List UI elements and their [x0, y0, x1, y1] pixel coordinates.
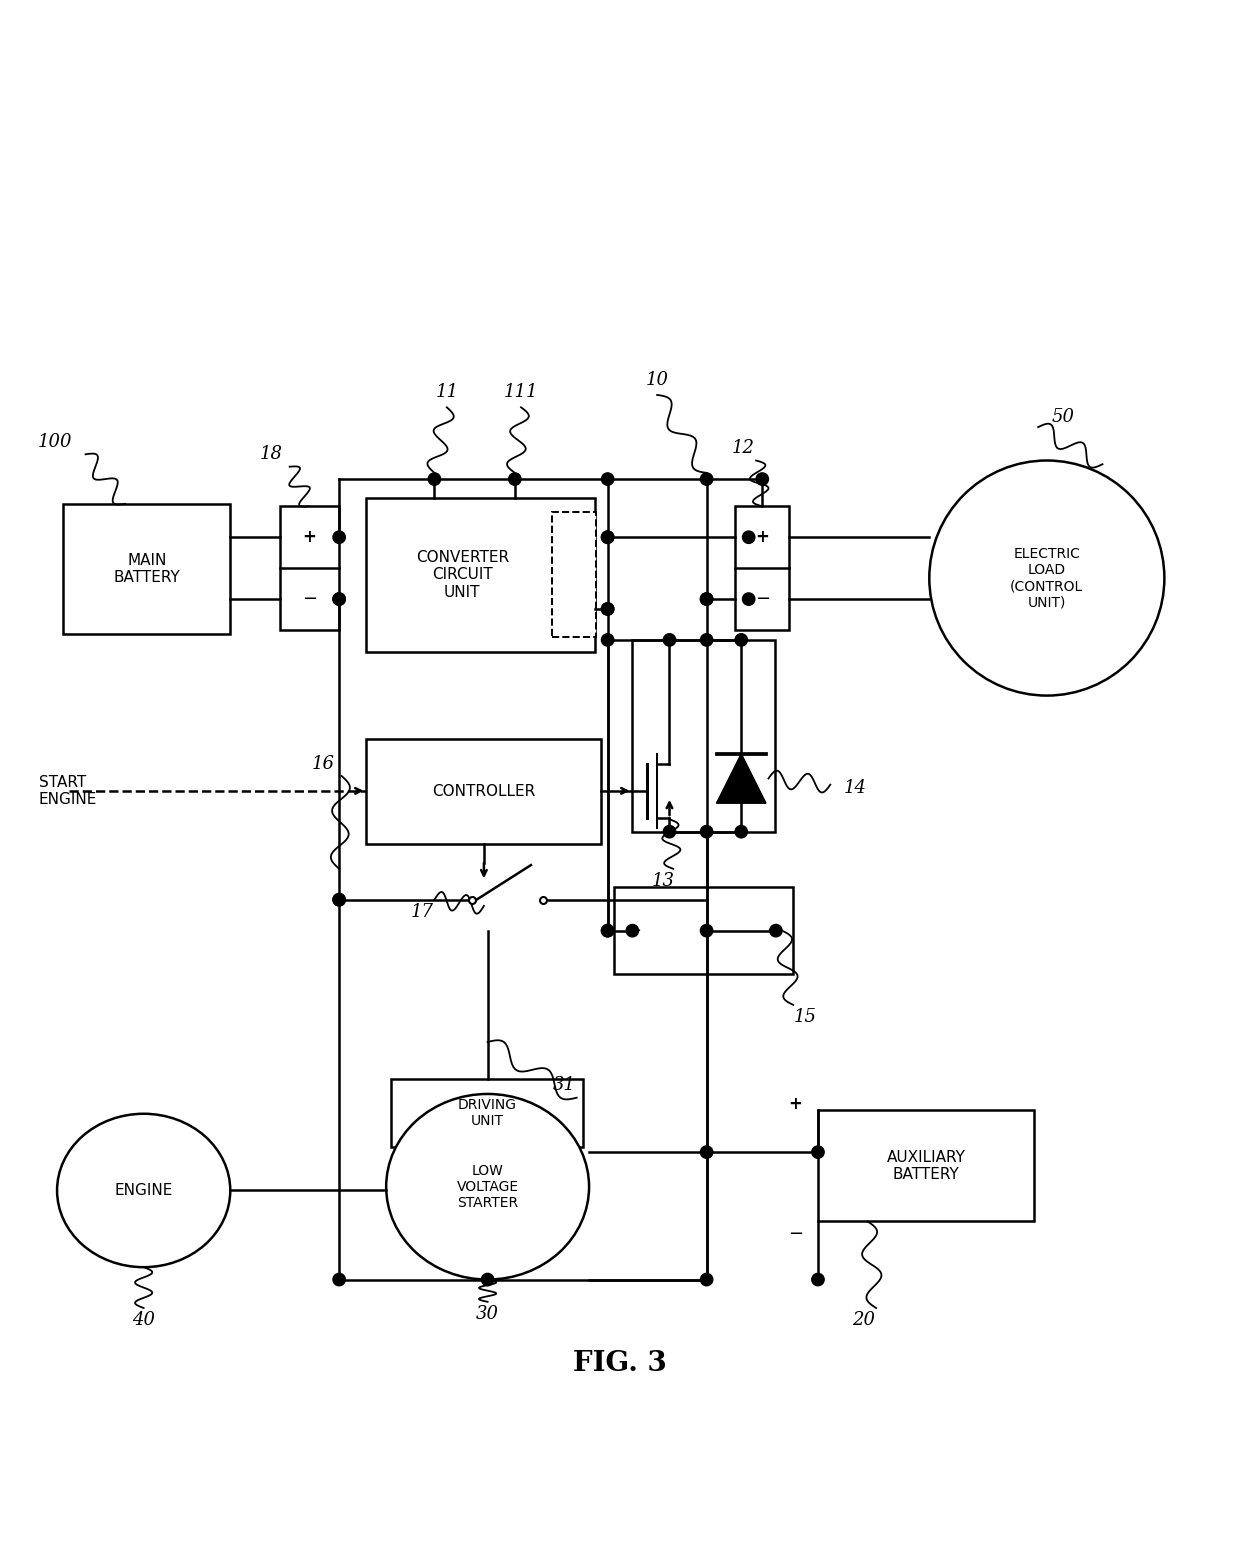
- Circle shape: [626, 925, 639, 937]
- Circle shape: [334, 894, 345, 906]
- Bar: [632, 639, 775, 832]
- Text: 31: 31: [553, 1076, 575, 1094]
- Text: 40: 40: [133, 1311, 155, 1330]
- Bar: [818, 1110, 1034, 1221]
- Ellipse shape: [386, 1094, 589, 1279]
- Text: DRIVING
UNIT: DRIVING UNIT: [458, 1099, 517, 1128]
- Circle shape: [701, 633, 713, 646]
- Text: 17: 17: [410, 903, 434, 920]
- Circle shape: [601, 602, 614, 615]
- Circle shape: [663, 826, 676, 838]
- Bar: [366, 498, 595, 652]
- Circle shape: [601, 925, 614, 937]
- Text: +: +: [303, 528, 316, 546]
- Text: ELECTRIC
LOAD
(CONTROL
UNIT): ELECTRIC LOAD (CONTROL UNIT): [1011, 546, 1084, 610]
- Circle shape: [601, 633, 614, 646]
- Text: 111: 111: [503, 383, 538, 402]
- Text: +: +: [789, 1094, 802, 1113]
- Circle shape: [812, 1145, 825, 1158]
- Text: 30: 30: [476, 1305, 500, 1324]
- Circle shape: [601, 531, 614, 543]
- Circle shape: [701, 593, 713, 605]
- Circle shape: [334, 1273, 345, 1285]
- Circle shape: [701, 593, 713, 605]
- Text: START
ENGINE: START ENGINE: [38, 774, 97, 807]
- Circle shape: [735, 826, 748, 838]
- Bar: [391, 1079, 583, 1147]
- Circle shape: [334, 531, 345, 543]
- Circle shape: [334, 593, 345, 605]
- Circle shape: [663, 633, 676, 646]
- Circle shape: [812, 1273, 825, 1285]
- Circle shape: [481, 1273, 494, 1285]
- Circle shape: [929, 461, 1164, 695]
- Text: 10: 10: [646, 371, 668, 390]
- Text: 11: 11: [435, 383, 459, 402]
- Circle shape: [334, 894, 345, 906]
- Text: CONVERTER
CIRCUIT
UNIT: CONVERTER CIRCUIT UNIT: [415, 549, 508, 601]
- Circle shape: [428, 473, 440, 486]
- Circle shape: [756, 473, 769, 486]
- Text: 16: 16: [311, 754, 335, 773]
- Circle shape: [735, 633, 748, 646]
- Text: MAIN
BATTERY: MAIN BATTERY: [113, 553, 180, 585]
- Circle shape: [601, 602, 614, 615]
- Circle shape: [601, 531, 614, 543]
- Circle shape: [601, 925, 614, 937]
- Polygon shape: [717, 754, 766, 804]
- Circle shape: [334, 593, 345, 605]
- Circle shape: [701, 1273, 713, 1285]
- Bar: [366, 739, 601, 844]
- Text: ENGINE: ENGINE: [114, 1183, 172, 1198]
- Text: 20: 20: [852, 1311, 875, 1330]
- Text: 18: 18: [259, 445, 283, 464]
- Ellipse shape: [57, 1114, 231, 1266]
- Circle shape: [743, 593, 755, 605]
- Circle shape: [701, 473, 713, 486]
- Text: −: −: [301, 590, 317, 608]
- Text: 50: 50: [1052, 408, 1074, 427]
- Text: −: −: [626, 922, 641, 939]
- Circle shape: [770, 925, 782, 937]
- Text: 14: 14: [843, 779, 867, 798]
- Text: AUXILIARY
BATTERY: AUXILIARY BATTERY: [887, 1150, 966, 1183]
- Text: +: +: [755, 528, 769, 546]
- Text: LOW
VOLTAGE
STARTER: LOW VOLTAGE STARTER: [456, 1164, 518, 1211]
- Bar: [614, 888, 794, 975]
- Text: 15: 15: [794, 1009, 817, 1026]
- Bar: [280, 506, 340, 630]
- Text: +: +: [766, 922, 781, 939]
- Bar: [552, 512, 596, 638]
- Bar: [735, 506, 790, 630]
- Circle shape: [508, 473, 521, 486]
- Circle shape: [743, 531, 755, 543]
- Circle shape: [601, 473, 614, 486]
- Circle shape: [701, 925, 713, 937]
- Text: 100: 100: [37, 433, 72, 452]
- Text: 12: 12: [733, 439, 755, 458]
- Bar: [63, 504, 231, 633]
- Circle shape: [701, 826, 713, 838]
- Text: −: −: [755, 590, 770, 608]
- Text: CONTROLLER: CONTROLLER: [433, 784, 536, 799]
- Circle shape: [701, 1145, 713, 1158]
- Text: −: −: [789, 1225, 804, 1243]
- Text: 13: 13: [652, 872, 675, 891]
- Text: FIG. 3: FIG. 3: [573, 1350, 667, 1377]
